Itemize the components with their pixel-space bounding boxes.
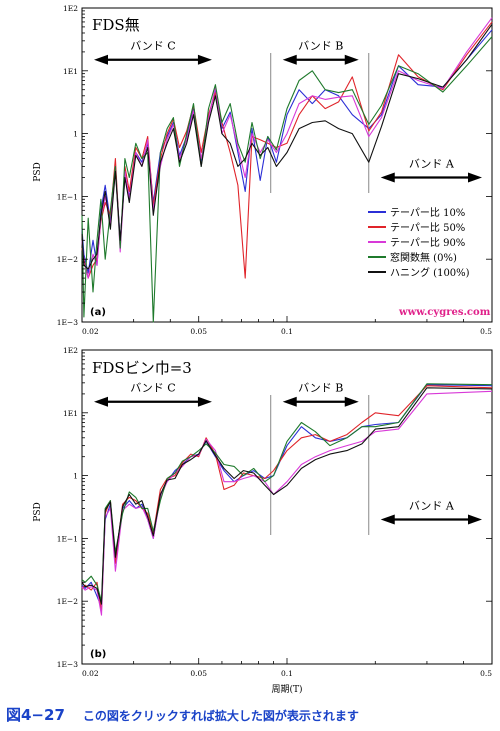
- series-line: [81, 36, 493, 323]
- y-tick-label: 1E2: [63, 4, 78, 13]
- band-label: バンド C: [130, 382, 175, 395]
- x-tick-label: 0.5: [480, 669, 492, 678]
- y-tick-label: 1E−3: [57, 318, 79, 327]
- chart-panel-a: バンド C バンド B バンド A 1E2 1E1 1 1E−1 1E−2 1E−30.02 0…: [57, 4, 493, 336]
- y-tick-label: 1E−2: [57, 255, 79, 264]
- arrow-head: [380, 172, 395, 183]
- arrow-head: [94, 396, 108, 407]
- series-line: [81, 387, 493, 605]
- legend-label: テーパー比 90%: [390, 237, 465, 249]
- x-tick-label: 0.02: [82, 327, 99, 336]
- figure-caption[interactable]: 図4−27 この図をクリックすれば拡大した図が表示されます: [6, 704, 496, 725]
- band-label: バンド B: [298, 382, 343, 395]
- series-line: [81, 390, 493, 616]
- enlarge-link[interactable]: この図をクリックすれば拡大した図が表示されます: [82, 709, 359, 723]
- x-tick-label: 0.5: [480, 327, 492, 336]
- panel-title: FDSビン巾=3: [92, 359, 192, 377]
- y-tick-label: 1E1: [63, 409, 78, 418]
- x-tick-label: 0.1: [281, 669, 293, 678]
- chart-panel-b: バンド C バンド B バンド A 1E2 1E1 1 1E−1 1E−2 1E−30.02 0…: [57, 346, 493, 678]
- figure-number: 図4−27: [6, 706, 65, 724]
- series-line: [81, 23, 493, 270]
- y-tick-label: 1E−1: [57, 192, 78, 201]
- y-tick-label: 1E2: [63, 346, 78, 355]
- arrow-head: [380, 514, 395, 525]
- y-tick-label: 1E1: [63, 67, 78, 76]
- legend-label: ハニング (100%): [390, 266, 470, 279]
- arrow-head: [197, 54, 212, 65]
- y-tick-label: 1: [73, 130, 78, 139]
- arrow-head: [344, 54, 359, 65]
- band-label: バンド A: [409, 157, 455, 170]
- x-tick-label: 0.02: [82, 669, 99, 678]
- arrow-head: [468, 514, 482, 525]
- arrow-head: [344, 396, 359, 407]
- legend-label: テーパー比 50%: [390, 222, 465, 234]
- panel-title: FDS無: [92, 16, 140, 34]
- y-tick-label: 1: [73, 472, 78, 481]
- y-tick-label: 1E−1: [57, 534, 78, 543]
- y-tick-label: 1E−2: [57, 597, 79, 606]
- x-tick-label: 0.05: [190, 669, 207, 678]
- arrow-head: [468, 172, 482, 183]
- arrow-head: [282, 396, 297, 407]
- x-tick-label: 0.05: [190, 327, 207, 336]
- y-axis-label: PSD: [33, 162, 43, 181]
- panel-tag: (b): [90, 649, 106, 660]
- arrow-head: [94, 54, 108, 65]
- x-axis-label: 周期(T): [271, 684, 302, 695]
- y-tick-label: 1E−3: [57, 660, 79, 669]
- band-label: バンド C: [130, 40, 175, 53]
- y-axis-label: PSD: [33, 502, 43, 521]
- legend: テーパー比 10% テーパー比 50% テーパー比 90% 窓関数無 (0%) ハニング…: [368, 207, 470, 279]
- watermark-text: www.cygres.com: [398, 307, 491, 318]
- arrow-head: [282, 54, 297, 65]
- legend-label: 窓関数無 (0%): [390, 251, 457, 264]
- band-label: バンド A: [409, 499, 455, 512]
- band-label: バンド B: [298, 40, 343, 53]
- legend-label: テーパー比 10%: [390, 207, 465, 219]
- arrow-head: [197, 396, 212, 407]
- x-tick-label: 0.1: [281, 327, 293, 336]
- panel-tag: (a): [90, 307, 106, 318]
